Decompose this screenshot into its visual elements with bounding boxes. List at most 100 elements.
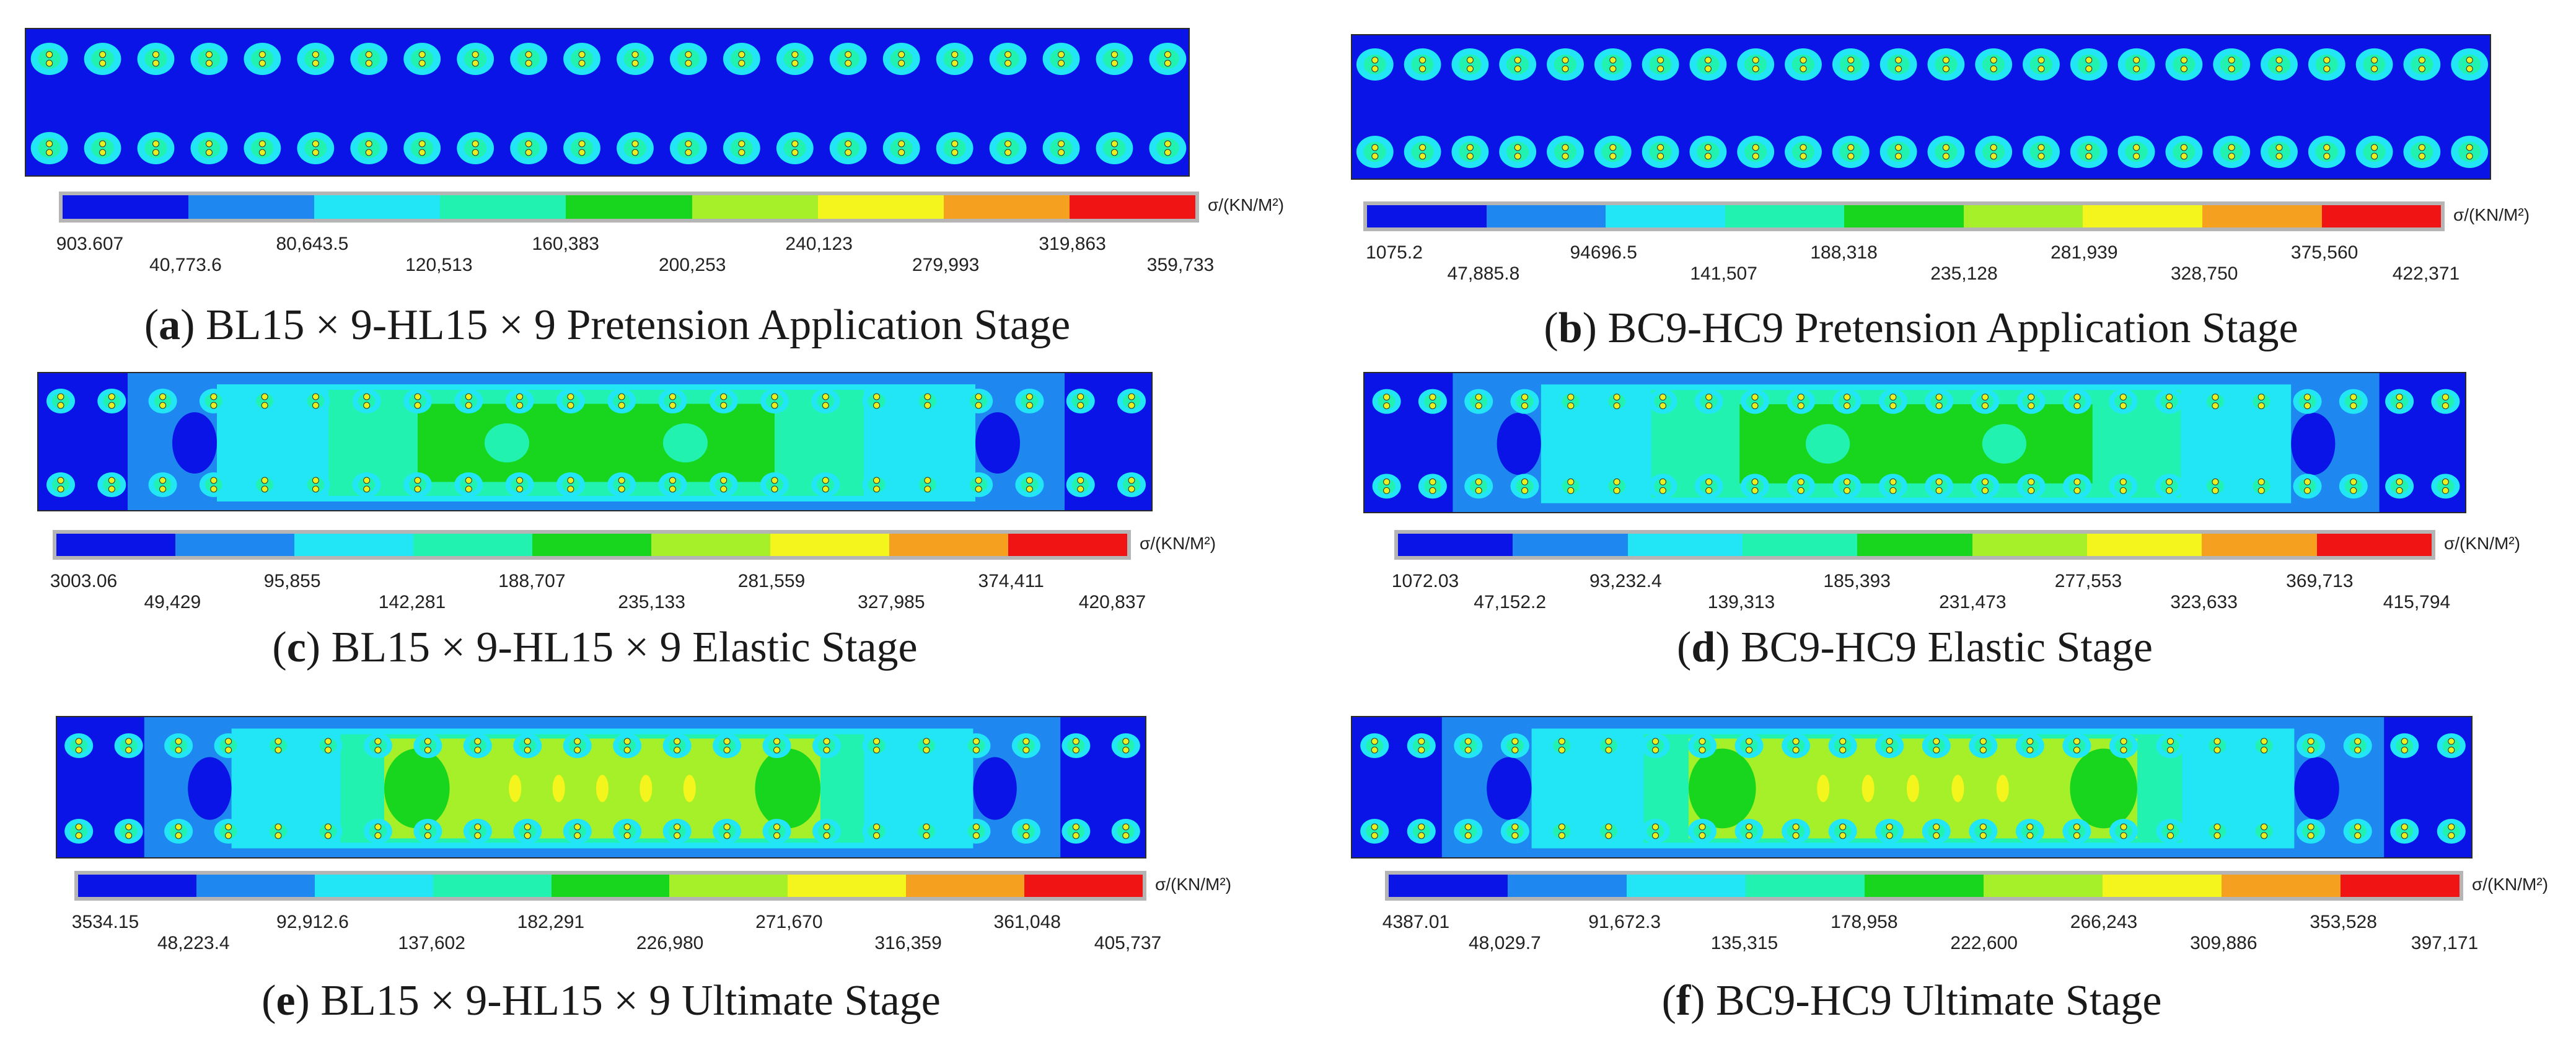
bolt-icon	[1026, 402, 1033, 409]
bolt-icon	[574, 832, 581, 839]
bolt-icon	[771, 393, 778, 400]
stress-halo-inner	[817, 393, 835, 409]
bolt-icon	[418, 140, 426, 148]
stress-halo-inner	[1553, 738, 1571, 754]
bolt-icon	[1609, 56, 1617, 64]
bolt-icon	[1475, 478, 1482, 485]
bolt-icon	[1466, 56, 1474, 64]
bolt-icon	[2167, 823, 2174, 831]
stress-halo-inner	[766, 393, 783, 409]
stress-lobe	[1982, 424, 2026, 464]
bolt-icon	[1705, 402, 1713, 410]
bolt-icon	[2371, 56, 2378, 64]
bolt-icon	[2167, 832, 2174, 839]
bolt-icon	[57, 393, 64, 400]
bolt-icon	[631, 51, 639, 58]
legend-swatch	[1627, 875, 1746, 897]
panel-letter: b	[1558, 304, 1583, 352]
bolt-icon	[1004, 140, 1012, 148]
stress-halo-inner	[198, 138, 221, 159]
stress-halo-inner	[613, 477, 631, 493]
stress-halo-inner	[1935, 141, 1958, 162]
bolt-icon	[363, 477, 371, 484]
bolt-icon	[791, 60, 799, 67]
bolt-icon	[516, 393, 524, 400]
stress-halo-inner	[1649, 54, 1672, 75]
bolt-icon	[1659, 478, 1666, 485]
bolt-icon	[108, 402, 115, 409]
stress-lobe	[663, 423, 708, 462]
bolt-icon	[1511, 738, 1519, 745]
stress-halo-inner	[730, 138, 754, 159]
bolt-icon	[465, 477, 472, 484]
legend-tick-label: 359,733	[1146, 255, 1215, 275]
stress-halo-inner	[1050, 138, 1073, 159]
stress-halo-inner	[144, 138, 167, 159]
bolt-icon	[567, 485, 574, 493]
bolt-icon	[2073, 478, 2081, 485]
bolt-icon	[2119, 394, 2127, 401]
bolt-icon	[99, 60, 107, 67]
stress-halo-inner	[677, 48, 700, 69]
bolt-icon	[1613, 478, 1620, 485]
stress-halo-inner	[618, 738, 636, 754]
stress-halo-inner	[1935, 54, 1958, 75]
stress-halo-inner	[1412, 738, 1430, 754]
bolt-icon	[2257, 402, 2265, 410]
stress-halo-inner	[1744, 141, 1767, 162]
bolt-icon	[516, 477, 524, 484]
stress-halo-inner	[623, 138, 647, 159]
bolt-icon	[845, 149, 852, 156]
legend-swatch	[1024, 875, 1143, 897]
stress-halo-inner	[304, 138, 327, 159]
bolt-icon	[159, 393, 167, 400]
legend-swatch	[1486, 205, 1606, 227]
stress-halo-inner	[943, 138, 966, 159]
panel-caption: (c) BL15 × 9-HL15 × 9 Elastic Stage	[272, 624, 918, 671]
legend-tick-label: 281,559	[737, 571, 806, 591]
bolt-icon	[1699, 738, 1706, 745]
stress-halo-inner	[970, 477, 988, 493]
bolt-icon	[1371, 832, 1378, 839]
stress-halo-inner	[1123, 477, 1140, 493]
bolt-icon	[424, 738, 431, 745]
stress-halo-inner	[154, 393, 172, 409]
bolt-icon	[2228, 144, 2235, 151]
legend-swatch	[1367, 205, 1487, 227]
bolt-icon	[75, 746, 82, 754]
stress-halo-inner	[677, 138, 700, 159]
bolt-icon	[1979, 832, 1987, 839]
bolt-icon	[1418, 746, 1425, 754]
bolt-icon	[1128, 477, 1135, 484]
bolt-icon	[1800, 65, 1807, 73]
bolt-icon	[1058, 60, 1065, 67]
stress-peak	[1817, 775, 1830, 802]
bolt-icon	[924, 477, 931, 484]
stress-halo-inner	[714, 393, 732, 409]
stress-halo-inner	[2077, 54, 2100, 75]
bolt-icon	[2167, 746, 2174, 754]
bolt-icon	[2350, 478, 2357, 485]
legend-swatch	[63, 195, 189, 219]
legend-swatch	[294, 534, 413, 556]
stress-halo-inner	[2220, 54, 2243, 75]
bolt-icon	[1844, 478, 1851, 485]
stress-halo-inner	[1697, 141, 1720, 162]
bolt-icon	[2275, 65, 2283, 73]
color-legend-bar	[1385, 871, 2463, 901]
bolt-icon	[1797, 478, 1805, 485]
stress-halo-inner	[837, 138, 859, 159]
bolt-icon	[2442, 478, 2449, 485]
legend-swatch	[1844, 205, 1964, 227]
stress-halo-inner	[1117, 738, 1135, 754]
stress-halo-inner	[1156, 48, 1179, 69]
bolt-icon	[2350, 394, 2357, 401]
stress-halo-inner	[204, 393, 222, 409]
stress-halo-inner	[2344, 394, 2362, 409]
panel-caption: (b) BC9-HC9 Pretension Application Stage	[1544, 304, 2298, 352]
bolt-icon	[1886, 738, 1893, 745]
bolt-icon	[1839, 832, 1847, 839]
low-stress-pocket	[2406, 757, 2451, 820]
stress-halo-inner	[419, 738, 437, 754]
stress-halo-inner	[358, 48, 380, 69]
